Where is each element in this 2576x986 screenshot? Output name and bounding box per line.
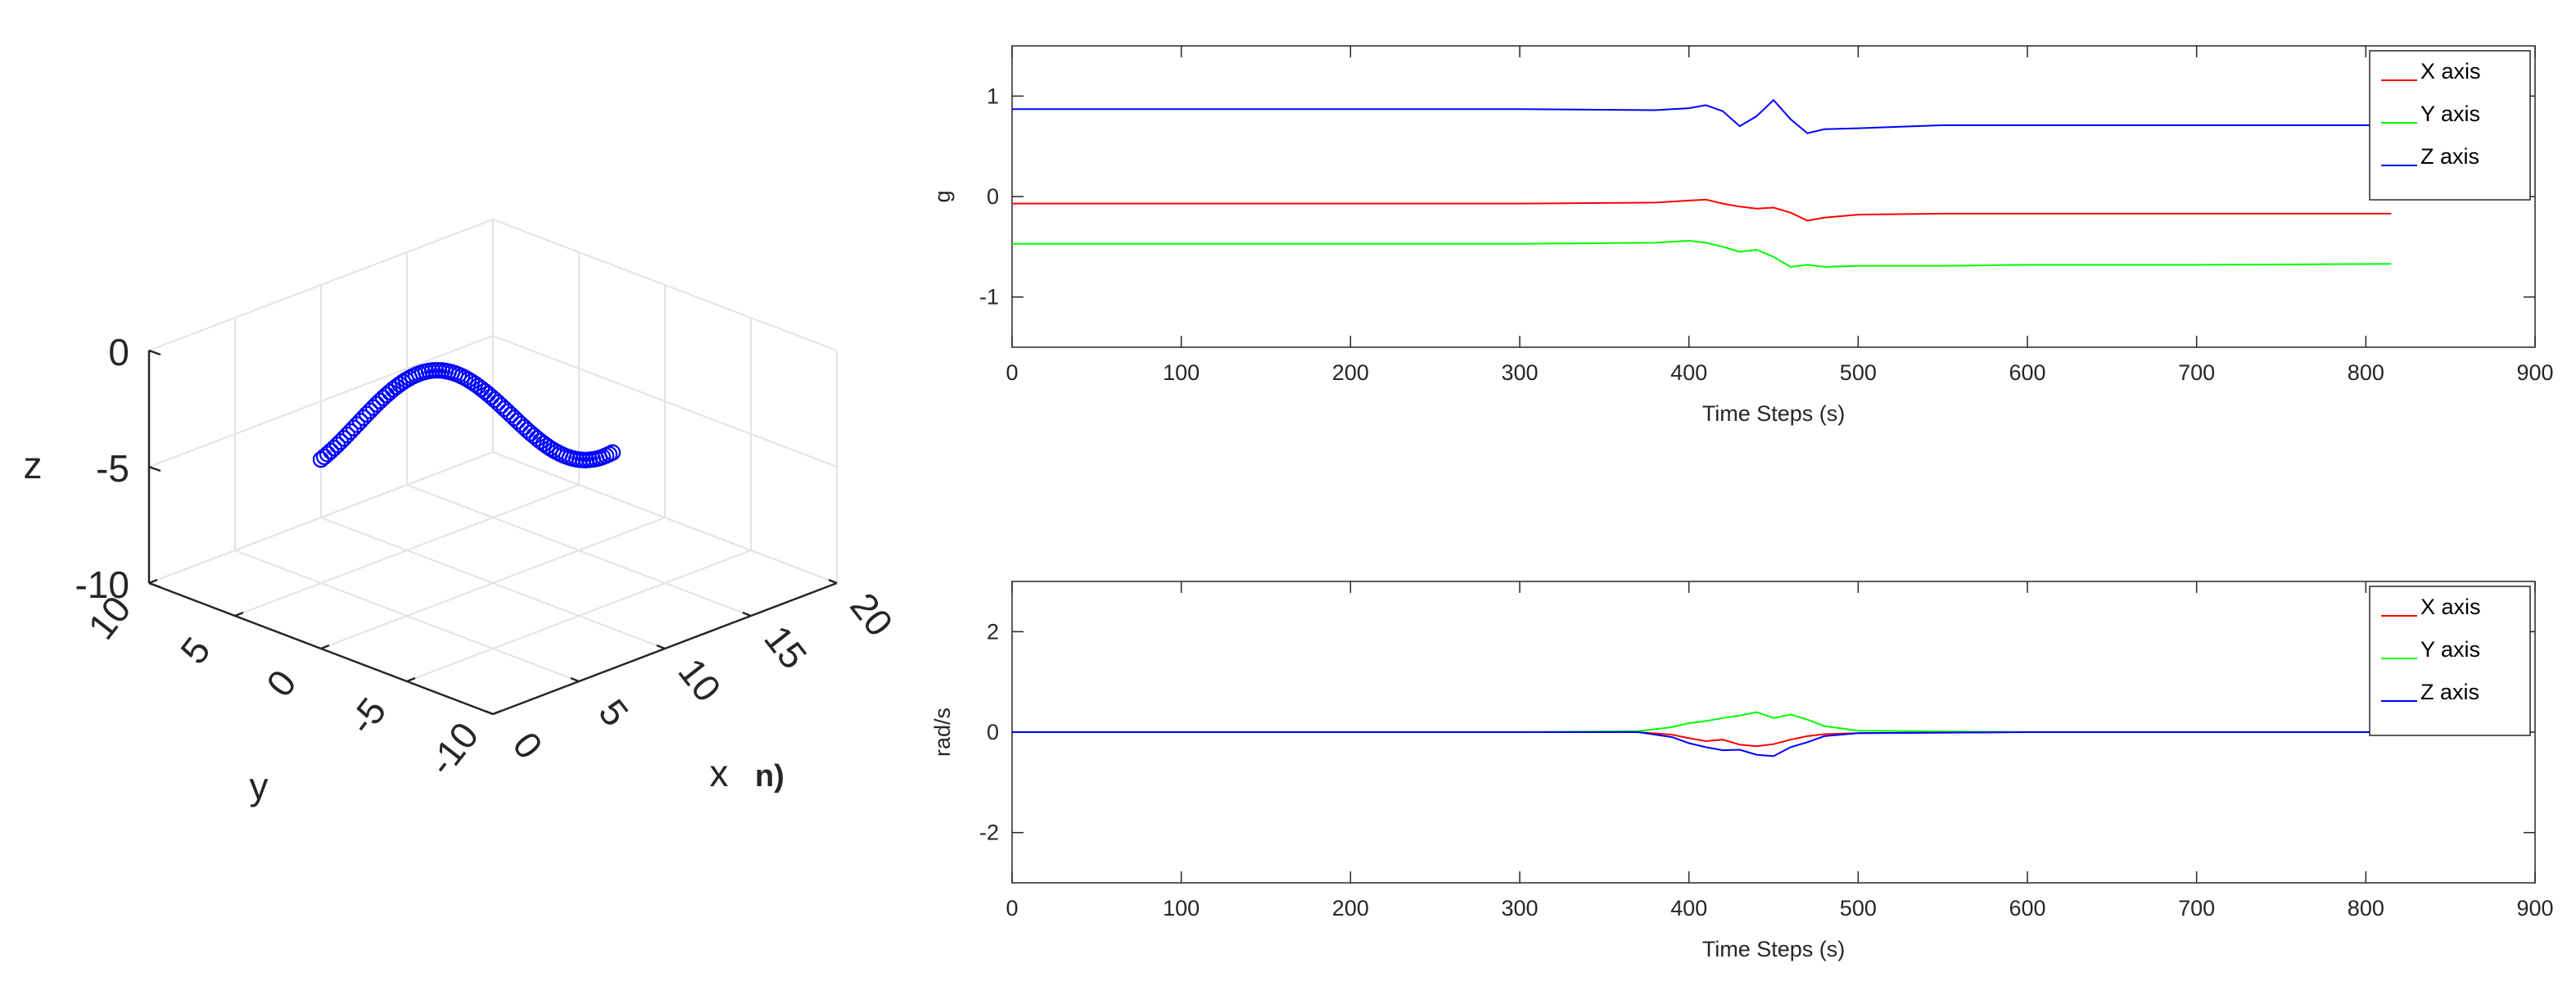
accelerometer-legend-entry: X axis [2420,59,2481,84]
gyroscope-x-tick-label: 800 [2348,896,2384,920]
gyroscope-x-tick-label: 500 [1840,896,1877,920]
gyroscope-series-line-z-axis [1012,731,2392,758]
accelerometer-x-axis-label: Time Steps (s) [1702,401,1846,426]
gyroscope-legend-entry: Z axis [2420,680,2479,704]
grid-line [320,517,666,649]
gyroscope-legend: X axis Y axis Z axis [2369,586,2531,736]
x-tick-label: 15 [756,617,815,676]
gyroscope-y-tick-label: -2 [979,821,999,845]
accelerometer-series-line-y-axis [1012,239,2392,268]
x-tick-label: 0 [504,724,551,767]
z-tick-label: 0 [108,331,129,373]
accelerometer-y-tick-label: 1 [987,84,999,108]
accelerometer-x-tick-label: 100 [1163,360,1200,385]
y-tick-label: 0 [258,662,305,704]
gyroscope-x-tick-label: 200 [1332,896,1369,920]
accelerometer-plot-area [1011,45,2536,348]
gyroscope-x-tick-label: 100 [1163,896,1200,920]
accelerometer-x-tick-label: 0 [1006,360,1018,385]
x-tick-label: 20 [842,585,901,644]
accelerometer-y-axis-label: g [930,190,955,202]
grid-line [406,550,752,682]
z-tick [148,349,161,356]
y-tick [234,611,244,617]
x-tick-label: 10 [670,650,729,709]
accelerometer-series-line-z-axis [1012,98,2392,134]
trajectory-3d-markers [312,362,621,468]
gyroscope-legend-entry: Y axis [2420,637,2480,662]
x-tick [570,676,580,683]
gyroscope-legend-box [2369,586,2531,736]
grid-line [492,335,838,468]
accelerometer-legend: X axis Y axis Z axis [2369,50,2531,201]
gyroscope-legend-entry: X axis [2420,595,2481,619]
trajectory-3d-grid [148,219,838,715]
x-tick [828,578,838,585]
accelerometer-y-tick-label: -1 [979,285,999,310]
trajectory-x-axis-label: x [710,752,729,794]
y-tick [406,676,416,683]
accelerometer-x-tick-label: 300 [1501,360,1538,385]
gyroscope-x-tick-label: 700 [2178,896,2215,920]
grid-line [148,335,494,468]
y-tick [492,709,502,716]
accelerometer-x-tick-label: 700 [2178,360,2215,385]
z-tick [148,465,161,473]
accelerometer-legend-box [2369,50,2531,201]
trajectory-y-axis-label: y [250,765,269,807]
z-tick [148,581,161,589]
grid-line [148,219,494,351]
accelerometer-y-tick-label: 0 [987,184,999,209]
accelerometer-legend-entry: Z axis [2420,144,2479,169]
accelerometer-series-line-x-axis [1012,198,2392,222]
x-tick [742,611,752,617]
trajectory-label-fragment: n) [755,759,784,794]
x-tick-label: 5 [590,691,637,734]
gyroscope-y-tick-label: 2 [987,619,999,644]
accelerometer-x-tick-label: 800 [2348,360,2384,385]
gyroscope-chart: 0 100 200 300 400 500 600 700 800 900 2 0 -2 Time St… [930,581,2554,961]
accelerometer-x-tick-label: 600 [2009,360,2045,385]
accelerometer-x-tick-label: 200 [1332,360,1369,385]
trajectory-z-axis-label: z [24,444,43,486]
gyroscope-y-tick-label: 0 [987,720,999,744]
gyroscope-x-tick-label: 400 [1670,896,1707,920]
accelerometer-legend-entry: Y axis [2420,102,2480,126]
y-tick [320,644,330,650]
accelerometer-ticks: 0 100 200 300 400 500 600 700 800 900 1 0 -1 [979,46,2554,385]
accelerometer-chart: 0 100 200 300 400 500 600 700 800 900 1 0 -1 Time St… [930,45,2554,426]
gyroscope-y-axis-label: rad/s [930,708,955,757]
gyroscope-x-tick-label: 0 [1006,896,1018,920]
gyroscope-x-tick-label: 300 [1501,896,1538,920]
y-tick [148,578,158,585]
accelerometer-x-tick-label: 500 [1840,360,1877,385]
z-tick-label: -10 [75,563,129,606]
x-tick [484,709,494,716]
grid-line [492,451,838,584]
trajectory-marker [603,444,621,461]
grid-line [234,484,580,617]
grid-line [148,451,494,584]
y-tick-label: 5 [172,629,219,672]
gyroscope-x-tick-label: 600 [2009,896,2045,920]
x-tick [656,644,666,650]
y-tick-label: -10 [419,714,486,783]
gyroscope-ticks: 0 100 200 300 400 500 600 700 800 900 2 0 -2 [979,581,2554,920]
accelerometer-x-tick-label: 900 [2516,360,2553,385]
gyroscope-x-tick-label: 900 [2516,896,2553,920]
gyroscope-x-axis-label: Time Steps (s) [1702,937,1846,961]
accelerometer-x-tick-label: 400 [1670,360,1707,385]
grid-line [492,219,838,351]
z-tick-label: -5 [96,447,129,490]
gyroscope-series [1012,711,2392,758]
y-tick-label: -5 [340,690,394,742]
accelerometer-series [1012,98,2392,268]
